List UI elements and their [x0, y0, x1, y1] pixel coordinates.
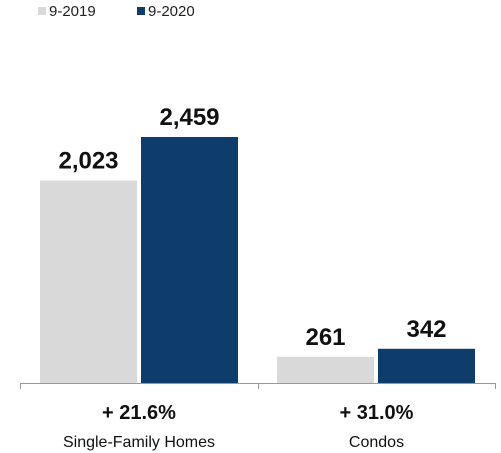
bar-9-2019-0	[40, 180, 137, 383]
legend-label-9-2020: 9-2020	[148, 3, 195, 20]
legend-label-9-2019: 9-2019	[49, 3, 96, 20]
value-label-9-2020-0: 2,459	[159, 104, 219, 131]
bar-9-2020-0	[141, 137, 238, 383]
value-label-9-2019-0: 2,023	[58, 148, 118, 175]
value-label-9-2020-1: 342	[406, 316, 446, 343]
category-label-1: Condos	[349, 434, 404, 451]
value-label-9-2019-1: 261	[305, 324, 345, 351]
bar-9-2019-1	[277, 356, 374, 383]
change-label-1: + 31.0%	[340, 402, 414, 424]
bar-9-2020-1	[378, 348, 475, 383]
category-label-0: Single-Family Homes	[63, 434, 215, 451]
legend-swatch-9-2019	[38, 7, 46, 15]
legend-swatch-9-2020	[137, 7, 145, 15]
change-label-0: + 21.6%	[102, 402, 176, 424]
